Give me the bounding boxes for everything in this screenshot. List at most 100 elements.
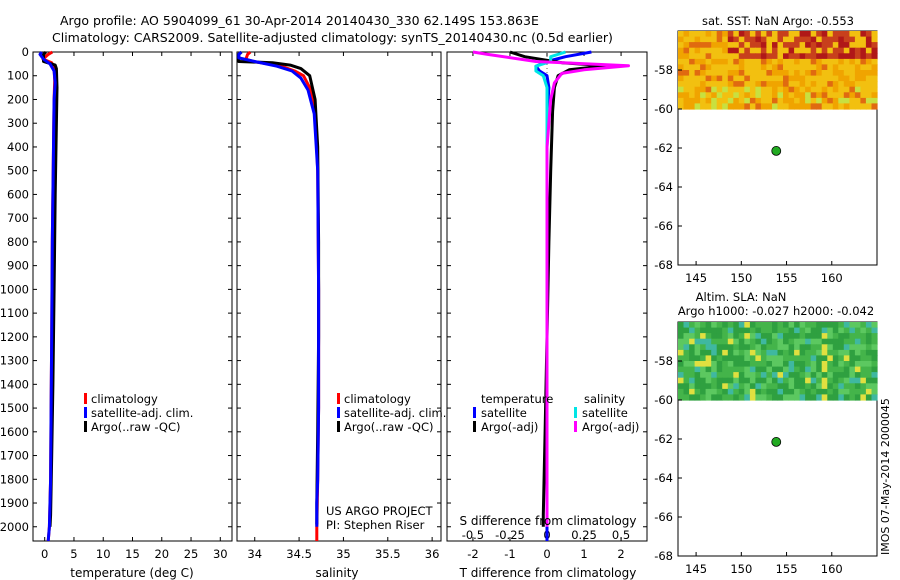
heatmap-cell <box>843 383 850 390</box>
heatmap-cell <box>749 366 756 373</box>
heatmap-cell <box>716 36 723 43</box>
heatmap-cell <box>683 81 690 88</box>
depth-tick-label: 1200 <box>0 330 29 344</box>
heatmap-cell <box>799 31 806 38</box>
heatmap-cell <box>760 333 767 340</box>
map-y-tick-label: -62 <box>654 141 673 155</box>
heatmap-cell <box>738 92 745 99</box>
heatmap-cell <box>777 92 784 99</box>
heatmap-cell <box>738 64 745 71</box>
heatmap-cell <box>805 322 812 329</box>
heatmap-cell <box>849 344 856 351</box>
heatmap-cell <box>766 58 773 66</box>
heatmap-cell <box>722 349 729 357</box>
heatmap-cell <box>744 53 751 60</box>
heatmap-cell <box>689 53 696 60</box>
heatmap-cell <box>738 377 745 384</box>
heatmap-cell <box>711 361 718 368</box>
heatmap-cell <box>843 31 850 38</box>
heatmap-cell <box>788 327 795 334</box>
heatmap-cell <box>832 103 839 110</box>
heatmap-cell <box>722 338 729 345</box>
heatmap-cell <box>805 361 812 368</box>
heatmap-cell <box>827 58 834 66</box>
heatmap-cell <box>744 58 751 66</box>
map-x-tick-label: 150 <box>730 271 752 285</box>
heatmap-cell <box>838 361 845 368</box>
heatmap-cell <box>705 31 712 38</box>
heatmap-cell <box>810 349 817 357</box>
heatmap-cell <box>849 103 856 110</box>
heatmap-cell <box>772 377 779 384</box>
heatmap-cell <box>727 70 734 77</box>
heatmap-cell <box>794 349 801 357</box>
heatmap-cell <box>777 355 784 362</box>
map-y-tick-label: -66 <box>654 219 673 233</box>
heatmap-cell <box>711 97 718 105</box>
heatmap-cell <box>772 86 779 93</box>
heatmap-cell <box>860 333 867 340</box>
heatmap-cell <box>777 47 784 54</box>
salinity-panel: 34 34.5 35 35.5 36 salinity climatology sate… <box>236 50 446 580</box>
heatmap-cell <box>700 366 707 373</box>
heatmap-cell <box>705 372 712 379</box>
heatmap-cell <box>678 42 685 49</box>
heatmap-cell <box>689 70 696 77</box>
heatmap-cell <box>772 42 779 49</box>
heatmap-cell <box>871 53 878 60</box>
heatmap-cell <box>827 338 834 345</box>
heatmap-cell <box>733 383 740 390</box>
heatmap-cell <box>788 31 795 38</box>
heatmap-cell <box>716 366 723 373</box>
heatmap-cell <box>722 42 729 49</box>
heatmap-cell <box>832 47 839 54</box>
depth-tick-label: 900 <box>7 259 29 273</box>
heatmap-cell <box>683 361 690 368</box>
heatmap-cell <box>788 355 795 362</box>
heatmap-cell <box>694 333 701 340</box>
heatmap-cell <box>727 394 734 401</box>
sla-map-panel: Altim. SLA: NaN Argo h1000: -0.027 h2000… <box>654 290 878 576</box>
heatmap-cell <box>700 383 707 390</box>
heatmap-cell <box>683 377 690 384</box>
heatmap-cell <box>843 70 850 77</box>
legend-swatch-satellite <box>84 407 87 418</box>
heatmap-cell <box>733 42 740 49</box>
heatmap-cell <box>760 366 767 373</box>
x-tick-label: 5 <box>70 547 77 561</box>
heatmap-cell <box>766 31 773 38</box>
heatmap-cell <box>788 372 795 379</box>
heatmap-cell <box>794 70 801 77</box>
heatmap-cell <box>783 70 790 77</box>
heatmap-cell <box>821 92 828 99</box>
heatmap-cell <box>683 92 690 99</box>
heatmap-cell <box>760 349 767 357</box>
heatmap-cell <box>821 36 828 43</box>
heatmap-cell <box>794 322 801 329</box>
heatmap-cell <box>772 388 779 396</box>
heatmap-cell <box>777 322 784 329</box>
heatmap-cell <box>849 31 856 38</box>
heatmap-cell <box>755 338 762 345</box>
heatmap-cell <box>749 372 756 379</box>
heatmap-cell <box>794 92 801 99</box>
heatmap-cell <box>788 377 795 384</box>
heatmap-cell <box>738 47 745 54</box>
heatmap-cell <box>683 58 690 66</box>
heatmap-cell <box>716 31 723 38</box>
heatmap-cell <box>805 344 812 351</box>
heatmap-cell <box>783 327 790 334</box>
heatmap-cell <box>843 97 850 105</box>
heatmap-cell <box>805 92 812 99</box>
depth-tick-label: 1800 <box>0 472 29 486</box>
heatmap-cell <box>760 75 767 82</box>
heatmap-cell <box>722 58 729 66</box>
heatmap-cell <box>694 349 701 357</box>
heatmap-cell <box>827 377 834 384</box>
heatmap-cell <box>871 344 878 351</box>
heatmap-cell <box>788 333 795 340</box>
heatmap-cell <box>794 327 801 334</box>
heatmap-cell <box>783 338 790 345</box>
heatmap-cell <box>700 64 707 71</box>
heatmap-cell <box>683 53 690 60</box>
